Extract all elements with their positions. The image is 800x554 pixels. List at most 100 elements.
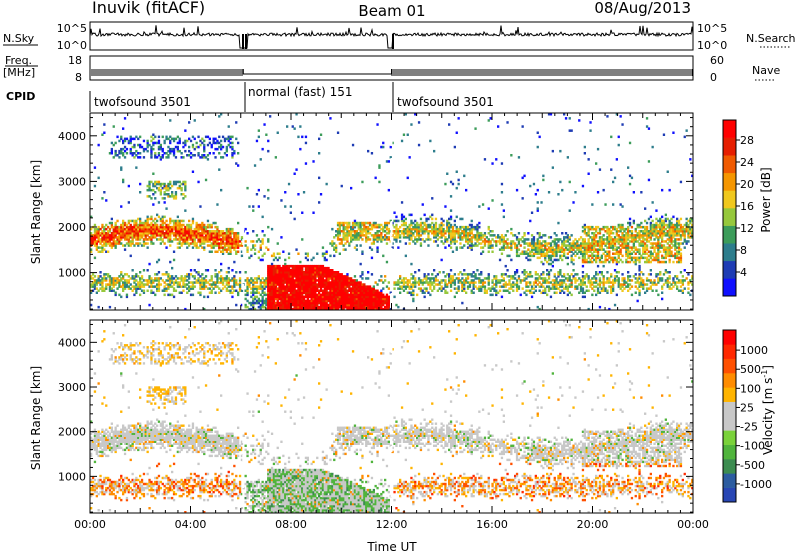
power-cell [112,281,115,284]
power-cell [446,285,449,288]
power-cell [203,238,206,241]
power-cell [123,244,127,247]
power-cell [101,279,104,282]
power-cell [150,188,153,192]
power-cell [157,281,161,284]
power-cell [284,273,287,276]
power-cell [269,293,272,297]
power-cell [491,285,494,288]
power-cell [139,225,142,229]
power-cell [340,273,343,276]
power-cell [363,283,366,286]
power-cell [587,254,590,258]
power-cell [208,137,211,141]
power-cell [555,287,558,290]
power-cell [470,291,473,294]
power-cell [225,147,228,151]
power-cell [344,301,347,305]
power-cell [278,266,281,270]
power-cell [152,172,155,175]
power-cell [280,305,283,309]
power-cell [579,242,583,245]
power-cell [133,223,136,227]
power-cell [327,269,330,272]
power-cell [583,145,586,149]
power-cell [201,154,204,157]
power-cell [191,154,195,157]
power-cell [246,186,249,190]
power-cell [410,213,413,217]
power-cell [538,285,541,288]
power-cell [547,254,551,258]
power-cell [510,246,513,249]
power-cell [159,188,162,192]
power-cell [466,281,470,284]
power-cell [229,244,232,247]
power-cell [493,287,496,290]
power-cell [237,250,240,253]
power-cell [542,277,545,280]
power-cell [455,230,458,233]
power-cell [95,242,98,245]
power-cell [563,113,566,116]
power-cell [253,277,257,280]
power-cell [353,234,357,237]
power-cell [493,277,496,280]
power-cell [248,256,251,260]
power-cell [404,236,407,239]
power-cell [269,299,272,303]
power-cell [566,236,569,239]
power-cell [365,234,368,237]
power-cell [114,223,117,227]
power-cell [270,307,274,310]
power-cell [561,283,564,286]
power-cell [581,230,585,233]
power-cell [257,275,260,278]
power-cell [593,285,596,288]
power-cell [161,279,164,282]
power-cell [259,299,262,303]
power-cell [478,242,481,245]
power-cell [238,271,242,274]
power-cell [223,139,227,143]
power-cell [472,283,475,286]
power-cell [595,242,598,245]
power-cell [572,262,575,266]
power-cell [312,281,315,284]
power-cell [519,252,522,255]
power-cell [163,182,166,186]
power-cell [600,289,603,292]
power-cell [204,225,208,229]
power-cell [442,242,445,245]
power-cell [218,277,221,280]
power-cell [108,221,112,225]
power-cell [180,232,183,235]
power-cell [342,285,345,288]
power-cell [563,244,566,247]
power-cell [570,279,573,282]
power-cell [555,238,558,241]
power-cell [118,236,121,239]
power-cell [302,287,306,290]
power-cell [570,273,573,276]
power-cell [272,305,276,309]
power-cell [404,221,407,225]
power-cell [331,305,334,309]
power-cell [544,252,547,255]
power-cell [525,293,528,297]
power-cell [423,273,426,276]
power-cell [323,289,326,292]
power-cell [182,242,185,245]
power-cell [581,277,585,280]
power-cell [342,236,345,239]
power-cell [367,295,370,299]
power-cell [376,305,379,309]
power-cell [476,277,479,280]
power-cell [530,285,534,288]
power-cell [536,240,539,243]
power-cell [184,195,187,198]
power-cell [367,236,370,239]
power-cell [127,232,130,235]
power-cell [455,186,458,190]
power-cell [214,275,217,278]
